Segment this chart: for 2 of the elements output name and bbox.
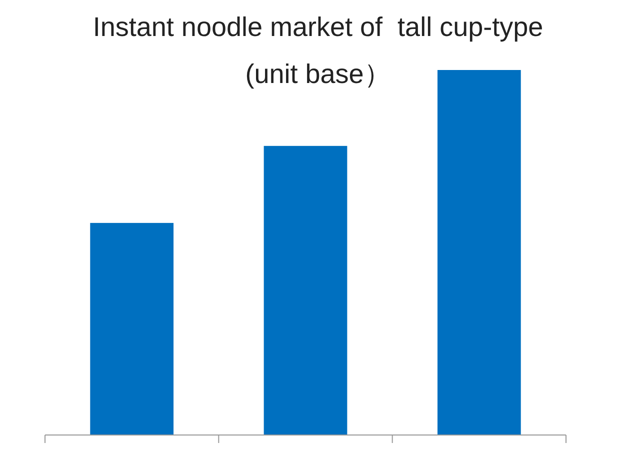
chart-title: Instant noodle market of tall cup-type <box>92 12 544 42</box>
chart-subtitle: (unit base） <box>245 59 391 89</box>
